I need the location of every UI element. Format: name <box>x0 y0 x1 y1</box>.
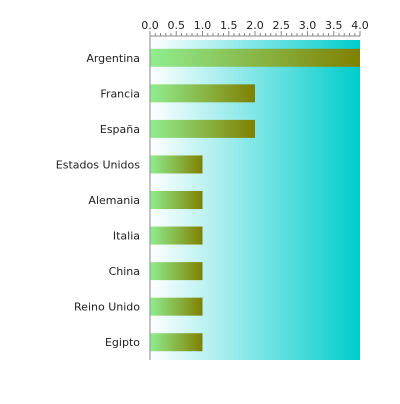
category-labels: Argentina Francia España Estados Unidos Alem… <box>56 52 140 349</box>
x-tick-label: 1.5 <box>220 19 238 32</box>
bars <box>150 48 360 352</box>
x-tick-label: 2.5 <box>273 19 291 32</box>
x-tick-label: 4.0 <box>351 19 369 32</box>
category-label: Egipto <box>105 336 140 349</box>
category-label: Reino Unido <box>74 301 140 314</box>
bar-francia <box>150 84 255 103</box>
category-label: China <box>109 265 140 278</box>
bar-egipto <box>150 333 203 352</box>
x-axis: 0.0 0.5 1.0 1.5 2.0 2.5 3.0 3.5 4.0 <box>141 19 369 37</box>
category-label: España <box>100 123 140 136</box>
bar-españa <box>150 119 255 138</box>
bar-china <box>150 262 203 281</box>
x-tick-label: 0.5 <box>168 19 186 32</box>
bar-argentina <box>150 48 360 67</box>
category-label: Alemania <box>88 194 140 207</box>
category-label: Italia <box>113 230 140 243</box>
bar-italia <box>150 226 203 245</box>
x-tick-label: 0.0 <box>141 19 159 32</box>
bar-alemania <box>150 191 203 209</box>
x-tick-label: 3.0 <box>299 19 317 32</box>
category-label: Francia <box>100 87 140 100</box>
x-tick-label: 2.0 <box>246 19 264 32</box>
x-tick-label: 1.0 <box>194 19 212 32</box>
x-tick-label: 3.5 <box>325 19 343 32</box>
bar-reino-unido <box>150 297 203 316</box>
bar-estados-unidos <box>150 155 203 174</box>
category-label: Estados Unidos <box>56 158 140 171</box>
category-label: Argentina <box>86 52 140 65</box>
